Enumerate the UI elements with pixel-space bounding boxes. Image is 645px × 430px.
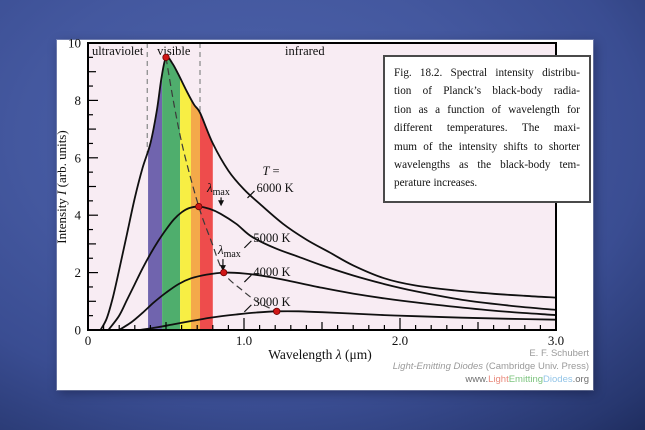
caption-line: Fig. 18.2. Spectral intensity distribu-: [394, 67, 580, 79]
x-tick-label: 1.0: [236, 333, 252, 348]
url-segment: www.: [465, 374, 489, 385]
x-tick-label: 3.0: [548, 333, 564, 348]
planck-curve-6000k: [99, 55, 557, 331]
planck-curve-4000k: [118, 271, 557, 331]
curve-label-leader: [243, 274, 252, 283]
curve-label-leader: [247, 190, 255, 199]
y-tick-label: 4: [75, 208, 82, 223]
curve-label-5000k: 5000 K: [253, 231, 290, 245]
y-tick-label: 8: [75, 93, 82, 108]
region-label-visible: visible: [157, 44, 191, 58]
x-tick-label: 0: [85, 333, 92, 348]
attribution-author: E. F. Schubert: [529, 348, 589, 359]
spectrum-band-yellow: [180, 56, 191, 330]
attribution-url: www.LightEmittingDiodes.org: [393, 373, 589, 386]
spectrum-band-orange: [190, 56, 201, 330]
x-axis-title: Wavelength λ (μm): [268, 347, 371, 362]
caption-line: perature increases.: [394, 177, 478, 190]
y-tick-label: 0: [75, 323, 82, 338]
peak-dot-6000k: [162, 53, 170, 61]
peak-locus-dashed-curve: [165, 57, 278, 312]
caption-line: wavelengths as the black-body tem-: [394, 159, 580, 172]
attribution-block: E. F. Schubert Light-Emitting Diodes (Ca…: [393, 347, 589, 386]
curve-label-4000k: 4000 K: [253, 265, 290, 279]
y-tick-label: 6: [75, 150, 82, 165]
lambda-max-label: λmax: [206, 180, 230, 198]
url-segment: Diodes: [543, 374, 573, 385]
spectrum-band-green: [162, 56, 181, 330]
attribution-book: Light-Emitting Diodes (Cambridge Univ. P…: [392, 361, 589, 372]
peak-dot-4000k: [220, 268, 228, 277]
planck-curve-5000k: [107, 205, 557, 331]
curve-label-leader: [243, 304, 252, 313]
peak-dot-3000k: [273, 307, 281, 315]
lambda-max-arrowhead: [219, 265, 226, 272]
curve-label-6000k: 6000 K: [256, 181, 293, 195]
region-label-infrared: infrared: [285, 44, 325, 58]
planck-curve-3000k: [139, 310, 557, 331]
region-label-ultraviolet: ultraviolet: [92, 44, 144, 58]
y-tick-label: 2: [75, 265, 82, 280]
caption-line: tion as a function of wavelength for: [394, 103, 580, 116]
caption-line: tion of Planck’s black-body radia-: [394, 85, 580, 98]
caption-line: different temperatures. The maxi-: [394, 122, 580, 135]
curve-label-3000k: 3000 K: [253, 295, 290, 309]
caption-line: mum of the intensity shifts to shorter: [394, 140, 580, 153]
url-segment: Emitting: [508, 374, 544, 385]
y-tick-label: 10: [68, 36, 81, 51]
curve-label-prefix: T =: [262, 164, 279, 178]
lambda-max-label: λmax: [217, 242, 241, 260]
y-axis-title: Intensity I (arb. units): [54, 130, 69, 243]
x-tick-label: 2.0: [392, 333, 408, 348]
url-segment: .org: [572, 374, 589, 385]
url-segment: Light: [488, 374, 509, 385]
lambda-max-arrowhead: [218, 200, 225, 207]
peak-dot-5000k: [195, 202, 203, 211]
curve-label-leader: [243, 240, 252, 249]
figure-caption-box: Fig. 18.2. Spectral intensity distribu- …: [383, 55, 591, 203]
